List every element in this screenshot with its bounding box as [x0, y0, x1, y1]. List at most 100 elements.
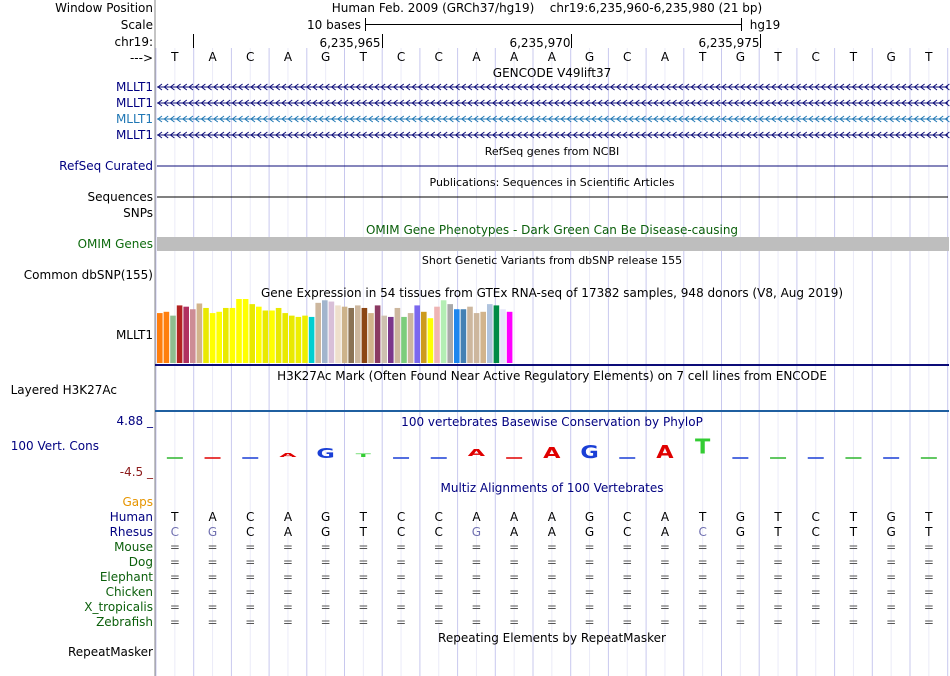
- h3k27ac-track-label[interactable]: Layered H3K27Ac: [10, 383, 117, 397]
- alignment-base: =: [509, 540, 520, 554]
- alignment-base: =: [810, 585, 821, 599]
- alignment-base: =: [773, 585, 784, 599]
- strand-chevron: [752, 99, 758, 107]
- strand-chevron: [646, 83, 653, 91]
- strand-chevron: [820, 115, 826, 123]
- gencode-gene-label-1[interactable]: MLLT1: [115, 80, 153, 94]
- gtex-track-label[interactable]: MLLT1: [115, 328, 153, 342]
- alignment-base: C: [170, 525, 180, 539]
- strand-chevron: [795, 131, 801, 139]
- alignment-base: =: [546, 600, 557, 614]
- species-label-rhesus[interactable]: Rhesus: [109, 525, 153, 539]
- strand-chevron: [181, 131, 188, 139]
- gtex-tissue-bar: [203, 307, 209, 363]
- alignment-base: =: [848, 570, 859, 584]
- strand-chevron: [429, 99, 436, 107]
- strand-chevron: [374, 115, 380, 123]
- strand-chevron: [553, 131, 560, 139]
- strand-chevron: [225, 99, 231, 107]
- snps-track-label[interactable]: SNPs: [123, 206, 153, 220]
- alignment-base: =: [546, 585, 557, 599]
- publications-track-label[interactable]: Sequences: [87, 190, 153, 204]
- strand-chevron: [801, 115, 808, 123]
- gtex-tissue-bar: [487, 304, 493, 363]
- gencode-gene-label-2[interactable]: MLLT1: [115, 96, 153, 110]
- species-label-xtropicalis[interactable]: X_tropicalis: [84, 600, 153, 614]
- alignment-base: =: [207, 615, 218, 629]
- strand-chevron: [212, 99, 219, 107]
- gaps-label[interactable]: Gaps: [122, 495, 153, 509]
- strand-chevron: [758, 83, 764, 91]
- strand-chevron: [801, 131, 808, 139]
- omim-track-label[interactable]: OMIM Genes: [77, 237, 153, 251]
- phylop-track-label[interactable]: 100 Vert. Cons: [10, 439, 99, 453]
- strand-chevron: [777, 99, 783, 107]
- alignment-base: =: [923, 570, 934, 584]
- gtex-tissue-bar: [361, 307, 368, 363]
- strand-chevron: [938, 83, 944, 91]
- strand-chevron: [795, 115, 801, 123]
- strand-chevron: [609, 83, 615, 91]
- scale-bar-text: 10 bases: [307, 18, 361, 32]
- alignment-base: =: [358, 600, 369, 614]
- alignment-base: =: [282, 540, 293, 554]
- strand-chevron: [566, 131, 572, 139]
- strand-chevron: [888, 83, 894, 91]
- phylop-base-glyph: G: [316, 446, 334, 461]
- strand-chevron: [535, 115, 541, 123]
- species-label-dog[interactable]: Dog: [128, 555, 153, 569]
- alignment-base: T: [359, 525, 368, 539]
- gtex-tissue-bar: [223, 307, 229, 363]
- strand-chevron: [411, 99, 417, 107]
- strand-chevron: [814, 115, 820, 123]
- species-label-human[interactable]: Human: [109, 510, 153, 524]
- strand-chevron: [733, 131, 739, 139]
- alignment-base: =: [622, 555, 633, 569]
- gtex-tissue-bar: [473, 313, 480, 363]
- strand-chevron: [268, 131, 274, 139]
- alignment-base: =: [358, 540, 369, 554]
- strand-chevron: [386, 115, 392, 123]
- strand-chevron: [262, 99, 268, 107]
- strand-chevron: [324, 99, 330, 107]
- strand-chevron: [479, 131, 485, 139]
- species-label-mouse[interactable]: Mouse: [114, 540, 153, 554]
- strand-chevron: [293, 115, 299, 123]
- gencode-gene-label-3[interactable]: MLLT1: [115, 112, 153, 126]
- sequence-base: T: [925, 50, 933, 64]
- strand-chevron: [157, 131, 163, 139]
- db-label: hg19: [749, 18, 781, 32]
- repeatmasker-track-label[interactable]: RepeatMasker: [67, 645, 153, 659]
- strand-chevron: [262, 83, 268, 91]
- strand-chevron: [758, 99, 764, 107]
- strand-chevron: [907, 83, 913, 91]
- gtex-tissue-bar: [269, 310, 275, 363]
- strand-chevron: [925, 115, 932, 123]
- strand-chevron: [690, 99, 696, 107]
- strand-chevron: [212, 131, 219, 139]
- strand-chevron: [622, 99, 628, 107]
- strand-chevron: [733, 99, 739, 107]
- alignment-base: =: [735, 585, 746, 599]
- strand-chevron: [386, 83, 392, 91]
- species-label-chicken[interactable]: Chicken: [105, 585, 153, 599]
- alignment-base: =: [433, 570, 444, 584]
- species-label-elephant[interactable]: Elephant: [99, 570, 153, 584]
- strand-chevron: [157, 115, 163, 123]
- refseq-track-label[interactable]: RefSeq Curated: [59, 159, 153, 173]
- gtex-tissue-bar: [388, 316, 394, 363]
- window-position-label: Window Position: [55, 1, 153, 15]
- gencode-gene-label-4[interactable]: MLLT1: [115, 128, 153, 142]
- strand-chevron: [845, 115, 851, 123]
- alignment-base: G: [735, 510, 745, 524]
- strand-chevron: [299, 131, 305, 139]
- strand-chevron: [436, 131, 442, 139]
- species-label-zebrafish[interactable]: Zebrafish: [96, 615, 153, 629]
- alignment-base: =: [245, 540, 256, 554]
- phylop-base-glyph: T: [356, 453, 371, 458]
- strand-chevron: [522, 131, 529, 139]
- dbsnp-track-label[interactable]: Common dbSNP(155): [23, 268, 153, 282]
- strand-chevron: [355, 99, 361, 107]
